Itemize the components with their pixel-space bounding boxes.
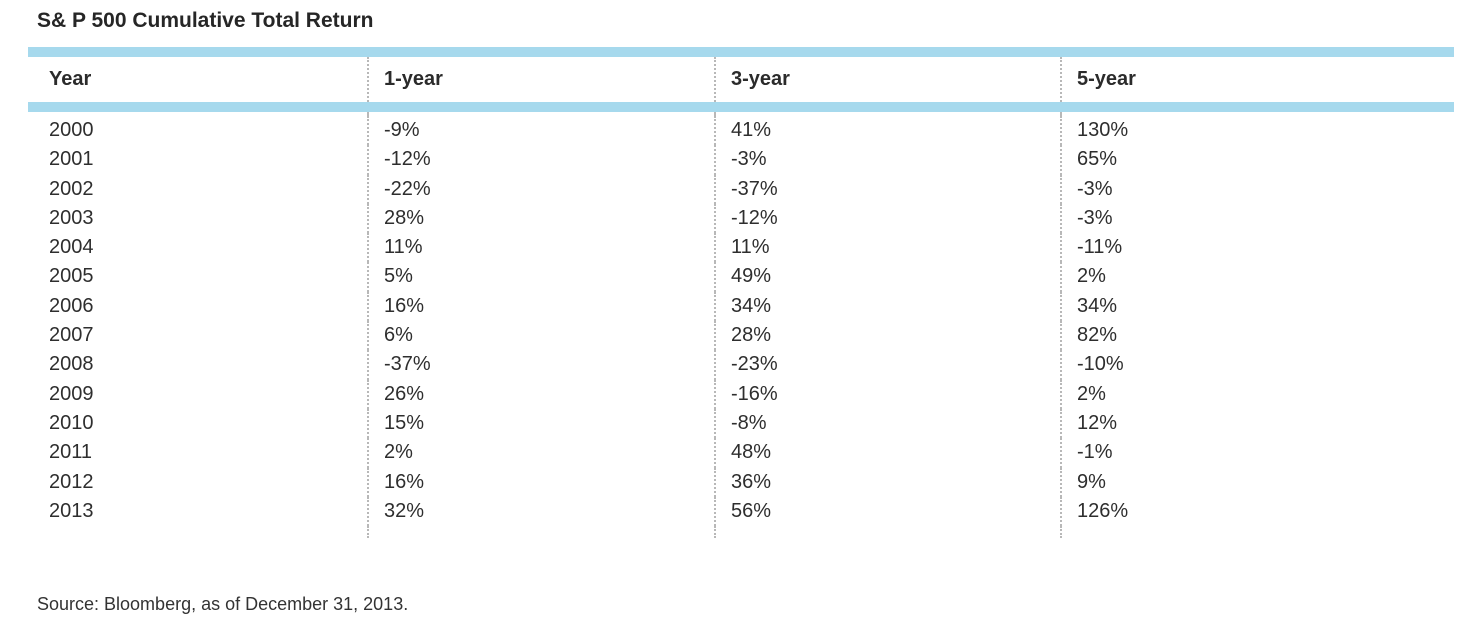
accent-bar-top: [28, 47, 1454, 57]
cell-5-year: -11%: [1060, 233, 1454, 263]
cell-3-year: -12%: [714, 203, 1060, 234]
cell-year: 2013: [49, 499, 94, 522]
cell-year: 2000: [49, 119, 94, 141]
cell-5-year: -1%: [1060, 438, 1454, 468]
column-header-year: Year: [49, 68, 92, 90]
cell-3-year: 41%: [714, 116, 1060, 146]
table-row: 2013 32% 56% 126%: [28, 496, 1454, 527]
cell-5-year: 2%: [1060, 379, 1454, 409]
cell-year: 2008: [49, 353, 94, 376]
cell-year: 2007: [49, 324, 94, 347]
cell-5-year: -10%: [1060, 350, 1454, 380]
cell-3-year: 11%: [714, 233, 1060, 263]
cell-5-year: 9%: [1060, 467, 1454, 497]
table-body: 2000 -9% 41% 130% 2001 -12% -3% 65% 2002 -22% -37%…: [28, 112, 1454, 539]
cell-year: 2012: [49, 470, 94, 493]
column-header-1-year: 1-year: [367, 57, 714, 102]
table-row: 2001 -12% -3% 65%: [28, 145, 1454, 175]
cell-5-year: 12%: [1060, 408, 1454, 439]
table-row: 2007 6% 28% 82%: [28, 321, 1454, 351]
cell-5-year: -3%: [1060, 174, 1454, 204]
cell-3-year: 34%: [714, 291, 1060, 322]
cell-1-year: 26%: [367, 379, 714, 409]
cell-year: 2003: [49, 206, 94, 229]
cell-5-year: 130%: [1060, 116, 1454, 146]
returns-table: Year 1-year 3-year 5-year 2000 -9% 41% 130%…: [28, 47, 1454, 539]
cell-year: 2010: [49, 411, 94, 434]
cell-1-year: -12%: [367, 145, 714, 175]
cell-year: 2009: [49, 382, 94, 405]
cell-1-year: -37%: [367, 350, 714, 380]
table-row: 2008 -37% -23% -10%: [28, 350, 1454, 380]
table-row: 2006 16% 34% 34%: [28, 291, 1454, 322]
cell-1-year: -9%: [367, 116, 714, 146]
table-row: 2010 15% -8% 12%: [28, 408, 1454, 439]
cell-1-year: 16%: [367, 467, 714, 497]
cell-5-year: 126%: [1060, 496, 1454, 527]
cell-1-year: -22%: [367, 174, 714, 204]
table-row: 2011 2% 48% -1%: [28, 438, 1454, 468]
cell-1-year: 16%: [367, 291, 714, 322]
cell-1-year: 5%: [367, 262, 714, 292]
body-bottom-spacer: [28, 526, 1454, 539]
cell-3-year: 28%: [714, 321, 1060, 351]
cell-3-year: 36%: [714, 467, 1060, 497]
table-rows: 2000 -9% 41% 130% 2001 -12% -3% 65% 2002 -22% -37%…: [28, 116, 1454, 527]
cell-3-year: 49%: [714, 262, 1060, 292]
cell-1-year: 28%: [367, 203, 714, 234]
cell-3-year: -16%: [714, 379, 1060, 409]
cell-3-year: -8%: [714, 408, 1060, 439]
cell-year: 2005: [49, 265, 94, 288]
cell-3-year: 56%: [714, 496, 1060, 527]
cell-5-year: 65%: [1060, 145, 1454, 175]
cell-3-year: -3%: [714, 145, 1060, 175]
source-note: Source: Bloomberg, as of December 31, 20…: [37, 594, 409, 614]
body-top-spacer: [28, 112, 1454, 116]
table-header-row: Year 1-year 3-year 5-year: [28, 57, 1454, 102]
cell-year: 2001: [49, 148, 94, 171]
table-row: 2002 -22% -37% -3%: [28, 174, 1454, 204]
cell-3-year: -37%: [714, 174, 1060, 204]
cell-1-year: 32%: [367, 496, 714, 527]
cell-5-year: 34%: [1060, 291, 1454, 322]
cell-5-year: 2%: [1060, 262, 1454, 292]
column-header-3-year: 3-year: [714, 57, 1060, 102]
column-header-5-year: 5-year: [1060, 57, 1454, 102]
cell-1-year: 2%: [367, 438, 714, 468]
cell-5-year: -3%: [1060, 203, 1454, 234]
cell-1-year: 11%: [367, 233, 714, 263]
cell-3-year: -23%: [714, 350, 1060, 380]
table-row: 2003 28% -12% -3%: [28, 203, 1454, 234]
cell-1-year: 15%: [367, 408, 714, 439]
table-row: 2012 16% 36% 9%: [28, 467, 1454, 497]
cell-year: 2004: [49, 236, 94, 259]
cell-year: 2006: [49, 294, 94, 317]
cell-1-year: 6%: [367, 321, 714, 351]
table-row: 2000 -9% 41% 130%: [28, 116, 1454, 146]
cell-3-year: 48%: [714, 438, 1060, 468]
cell-5-year: 82%: [1060, 321, 1454, 351]
accent-bar-bottom: [28, 102, 1454, 112]
cell-year: 2011: [49, 441, 93, 464]
table-title: S& P 500 Cumulative Total Return: [37, 9, 374, 32]
cell-year: 2002: [49, 177, 94, 200]
table-row: 2004 11% 11% -11%: [28, 233, 1454, 263]
table-row: 2005 5% 49% 2%: [28, 262, 1454, 292]
table-row: 2009 26% -16% 2%: [28, 379, 1454, 409]
